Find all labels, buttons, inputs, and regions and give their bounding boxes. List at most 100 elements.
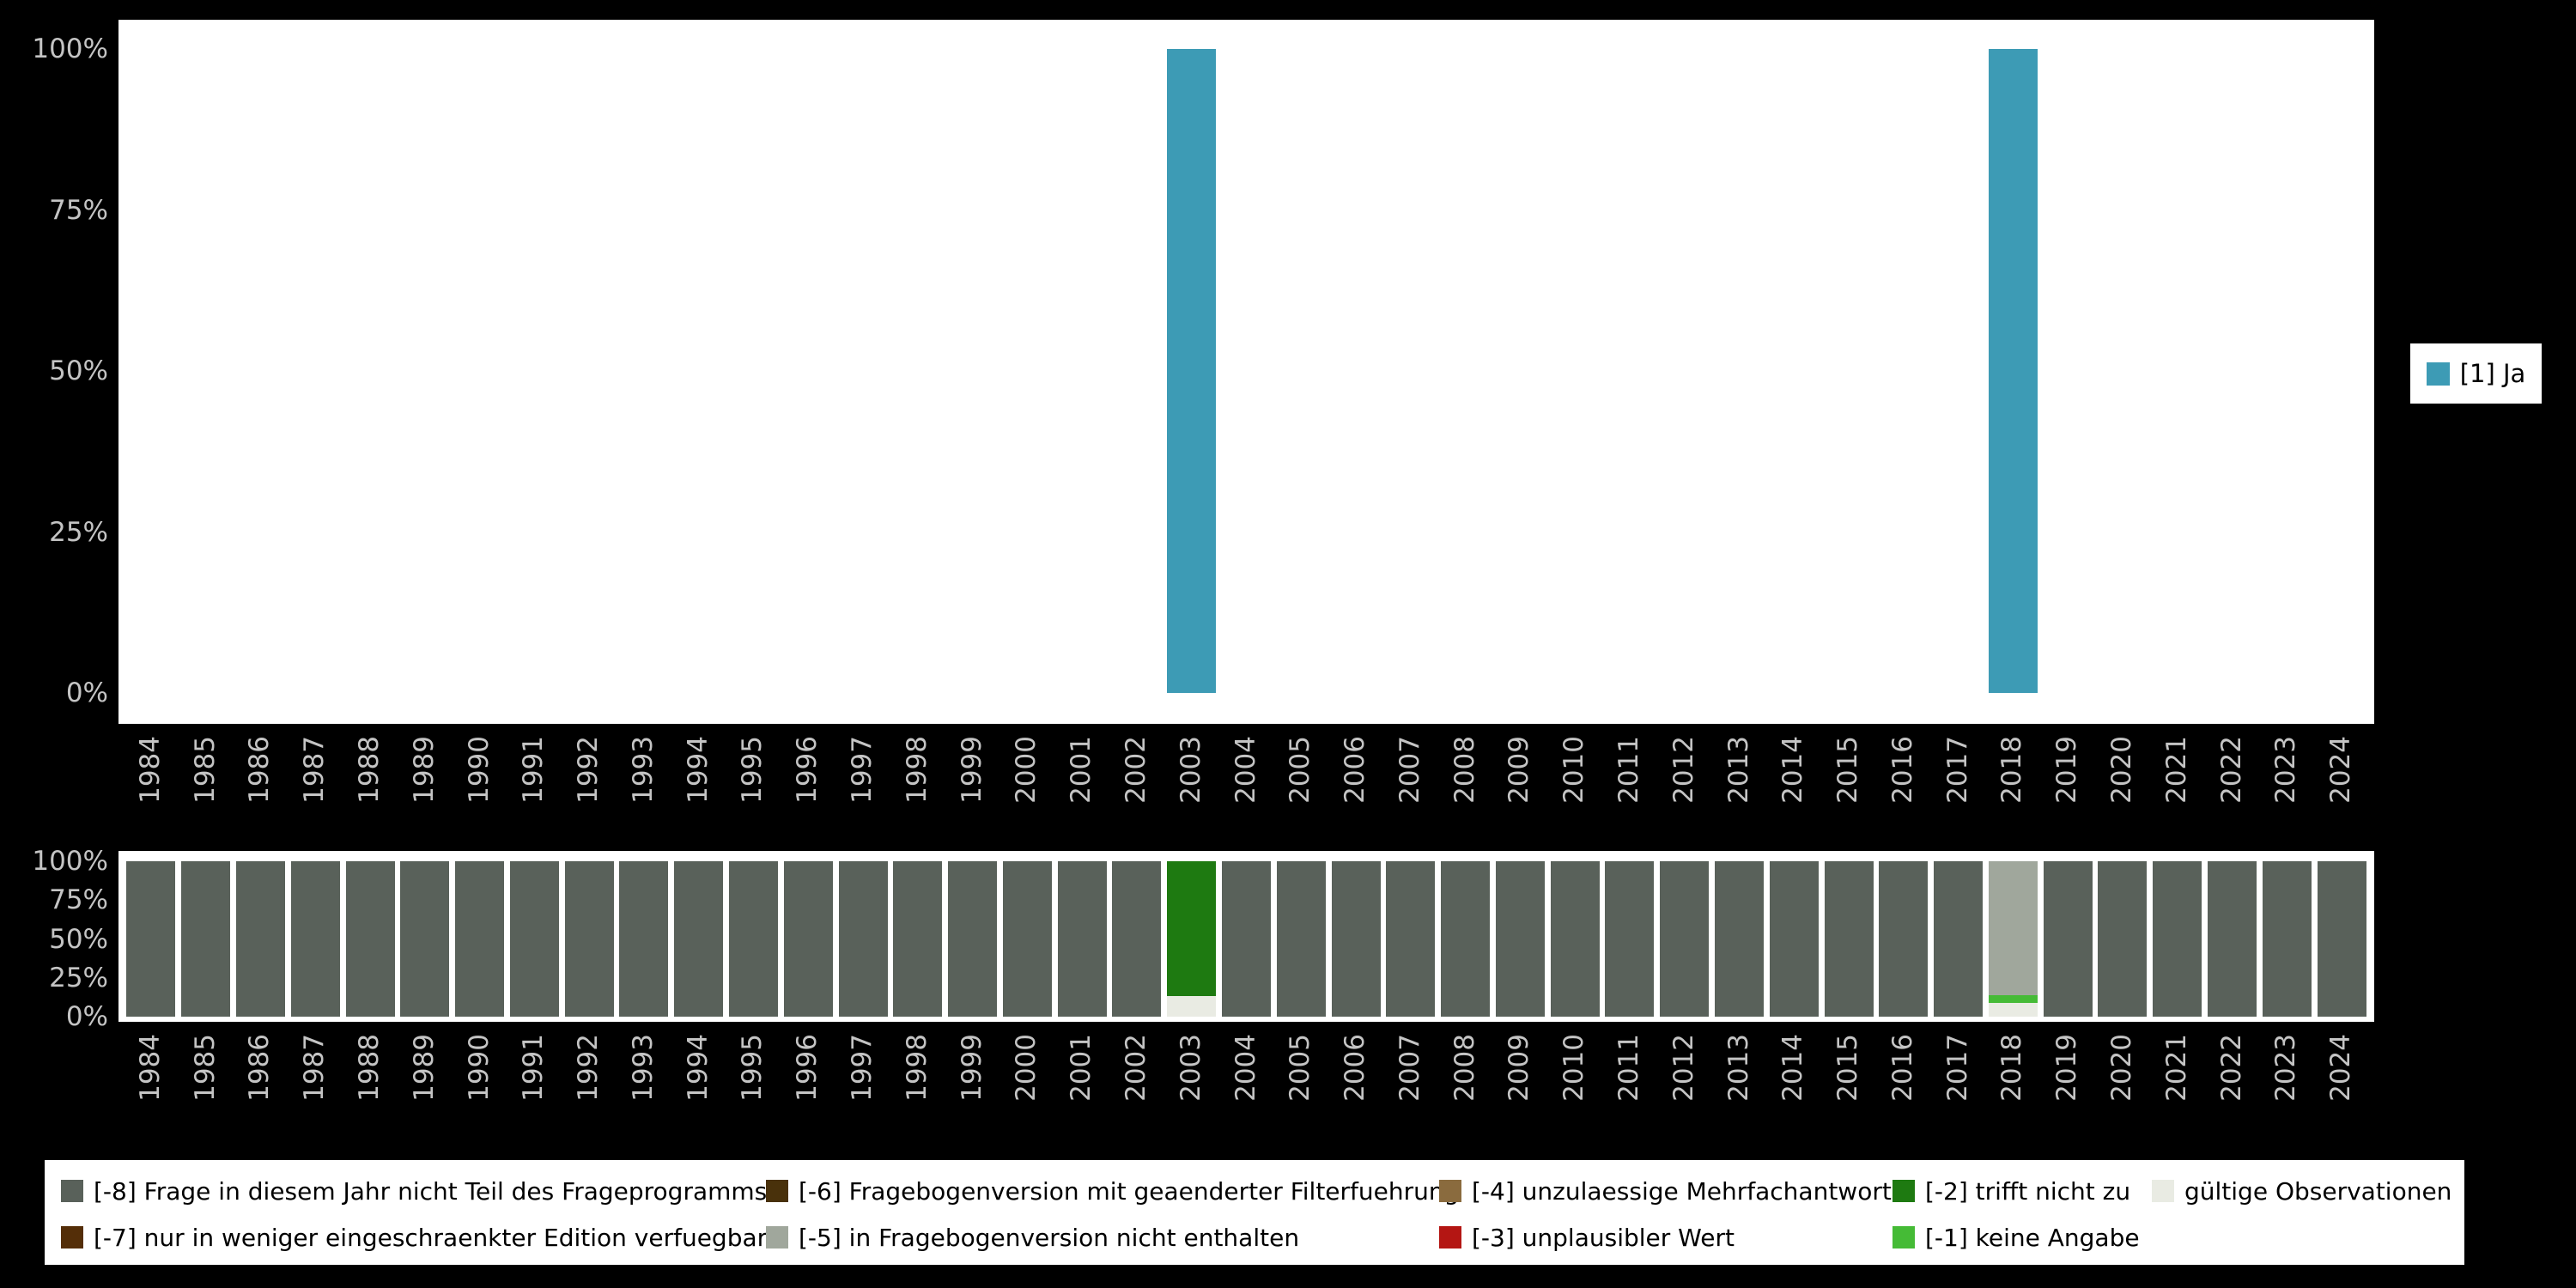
x-tick-label: 1985	[189, 1034, 221, 1102]
missings-segment-1993-m8	[619, 861, 669, 1017]
x-tick-label: 1997	[847, 1034, 878, 1102]
x-tick-label: 1995	[737, 1034, 769, 1102]
x-tick-label: 1996	[792, 1034, 823, 1102]
y-tick-label: 75%	[49, 194, 108, 226]
legend-swatch-m4-icon	[1439, 1180, 1461, 1202]
missings-segment-2008-m8	[1441, 861, 1491, 1017]
missings-segment-2004-m8	[1222, 861, 1271, 1017]
legend-item-m5: [-5] in Fragebogenversion nicht enthalte…	[766, 1224, 1299, 1252]
legend-label-m2: [-2] trifft nicht zu	[1925, 1176, 2131, 1206]
x-tick-label: 2001	[1066, 736, 1097, 804]
x-tick-label: 2003	[1175, 1034, 1206, 1102]
x-tick-label: 1991	[518, 736, 550, 804]
x-tick-label: 2010	[1558, 1034, 1590, 1102]
x-tick-label: 2006	[1340, 1034, 1371, 1102]
missings-segment-1990-m8	[455, 861, 505, 1017]
x-tick-label: 1998	[901, 1034, 933, 1102]
x-tick-label: 2005	[1285, 736, 1316, 804]
x-tick-label: 2008	[1449, 736, 1480, 804]
legend-item-m8: [-8] Frage in diesem Jahr nicht Teil des…	[61, 1177, 767, 1206]
missings-segment-2003-valid	[1167, 996, 1217, 1017]
x-tick-label: 1984	[134, 736, 166, 804]
x-tick-label: 2014	[1777, 1034, 1809, 1102]
missings-segment-1996-m8	[783, 861, 833, 1017]
x-tick-label: 1999	[956, 736, 987, 804]
legend-swatch-m1-icon	[1893, 1226, 1915, 1249]
x-tick-label: 2015	[1832, 1034, 1864, 1102]
x-tick-label: 2009	[1504, 1034, 1535, 1102]
x-tick-label: 1994	[682, 1034, 714, 1102]
legend-item-m6: [-6] Fragebogenversion mit geaenderter F…	[766, 1176, 1460, 1206]
missings-segment-1992-m8	[564, 861, 614, 1017]
missings-segment-2011-m8	[1605, 861, 1655, 1017]
missings-segment-2009-m8	[1495, 861, 1545, 1017]
x-tick-label: 2004	[1230, 1034, 1261, 1102]
missings-segment-1999-m8	[948, 861, 998, 1017]
x-tick-label: 1986	[244, 1034, 276, 1102]
x-tick-label: 2007	[1394, 1034, 1425, 1102]
legend-swatch-m3-icon	[1439, 1226, 1461, 1249]
missings-segment-2014-m8	[1769, 861, 1819, 1017]
right-legend: [1] Ja	[2410, 343, 2542, 404]
legend-item-m1: [-1] keine Angabe	[1893, 1223, 2140, 1252]
missings-segment-1991-m8	[509, 861, 559, 1017]
missings-segment-1997-m8	[838, 861, 888, 1017]
x-tick-label: 2009	[1504, 736, 1535, 804]
missings-segment-2000-m8	[1002, 861, 1052, 1017]
main-bar-2018	[1988, 49, 2038, 693]
missings-segment-2019-m8	[2043, 861, 2093, 1017]
y-tick-label: 100%	[32, 33, 108, 64]
legend-item-m2: [-2] trifft nicht zu	[1893, 1176, 2131, 1206]
missings-segment-1995-m8	[728, 861, 778, 1017]
missings-segment-2015-m8	[1824, 861, 1874, 1017]
x-tick-label: 2000	[1011, 736, 1042, 804]
x-tick-label: 2018	[1996, 736, 2028, 804]
x-tick-label: 2001	[1066, 1034, 1097, 1102]
x-tick-label: 1986	[244, 736, 276, 804]
x-tick-label: 2023	[2270, 1034, 2302, 1102]
x-tick-label: 1990	[463, 736, 495, 804]
y-tick-label: 0%	[65, 677, 108, 708]
x-tick-label: 1985	[189, 736, 221, 804]
x-tick-label: 2018	[1996, 1034, 2028, 1102]
legend-item-valid: gültige Observationen	[2152, 1177, 2451, 1206]
x-tick-label: 2005	[1285, 1034, 1316, 1102]
y-tick-label: 25%	[49, 516, 108, 548]
missings-segment-1986-m8	[235, 861, 285, 1017]
missings-segment-2018-m1	[1988, 994, 2038, 1003]
legend-swatch-m8-icon	[61, 1180, 83, 1202]
x-tick-label: 2011	[1613, 736, 1644, 804]
x-tick-label: 2012	[1668, 736, 1699, 804]
missings-segment-1988-m8	[345, 861, 395, 1017]
legend-swatch-m2-icon	[1893, 1180, 1915, 1202]
x-tick-label: 2024	[2325, 736, 2357, 804]
x-tick-label: 1988	[354, 1034, 385, 1102]
x-tick-label: 1987	[299, 1034, 331, 1102]
legend-label-m1: [-1] keine Angabe	[1925, 1223, 2140, 1252]
x-tick-label: 2002	[1120, 736, 1151, 804]
legend-swatch-valid-icon	[2152, 1180, 2174, 1202]
x-tick-label: 2002	[1120, 1034, 1151, 1102]
legend-item-m4: [-4] unzulaessige Mehrfachantwort	[1439, 1177, 1892, 1206]
missings-segment-1998-m8	[893, 861, 943, 1017]
missings-segment-2001-m8	[1057, 861, 1107, 1017]
x-tick-label: 1998	[901, 736, 933, 804]
x-tick-label: 2008	[1449, 1034, 1480, 1102]
legend-label-m6: [-6] Fragebogenversion mit geaenderter F…	[799, 1176, 1460, 1206]
x-tick-label: 1984	[134, 1034, 166, 1102]
x-tick-label: 2004	[1230, 736, 1261, 804]
missings-segment-2021-m8	[2153, 861, 2202, 1017]
x-tick-label: 1993	[627, 1034, 659, 1102]
x-tick-label: 2022	[2215, 736, 2247, 804]
legend-swatch-m5-icon	[766, 1226, 788, 1249]
x-tick-label: 1988	[354, 736, 385, 804]
missings-segment-2017-m8	[1934, 861, 1984, 1017]
x-tick-label: 2003	[1175, 736, 1206, 804]
missings-segment-2010-m8	[1550, 861, 1600, 1017]
x-tick-label: 2024	[2325, 1034, 2357, 1102]
x-tick-label: 2017	[1941, 736, 1973, 804]
x-tick-label: 2015	[1832, 736, 1864, 804]
missings-segment-1994-m8	[674, 861, 724, 1017]
main-bar-2003	[1167, 49, 1217, 693]
legend-label-m7: [-7] nur in weniger eingeschraenkter Edi…	[94, 1223, 768, 1252]
